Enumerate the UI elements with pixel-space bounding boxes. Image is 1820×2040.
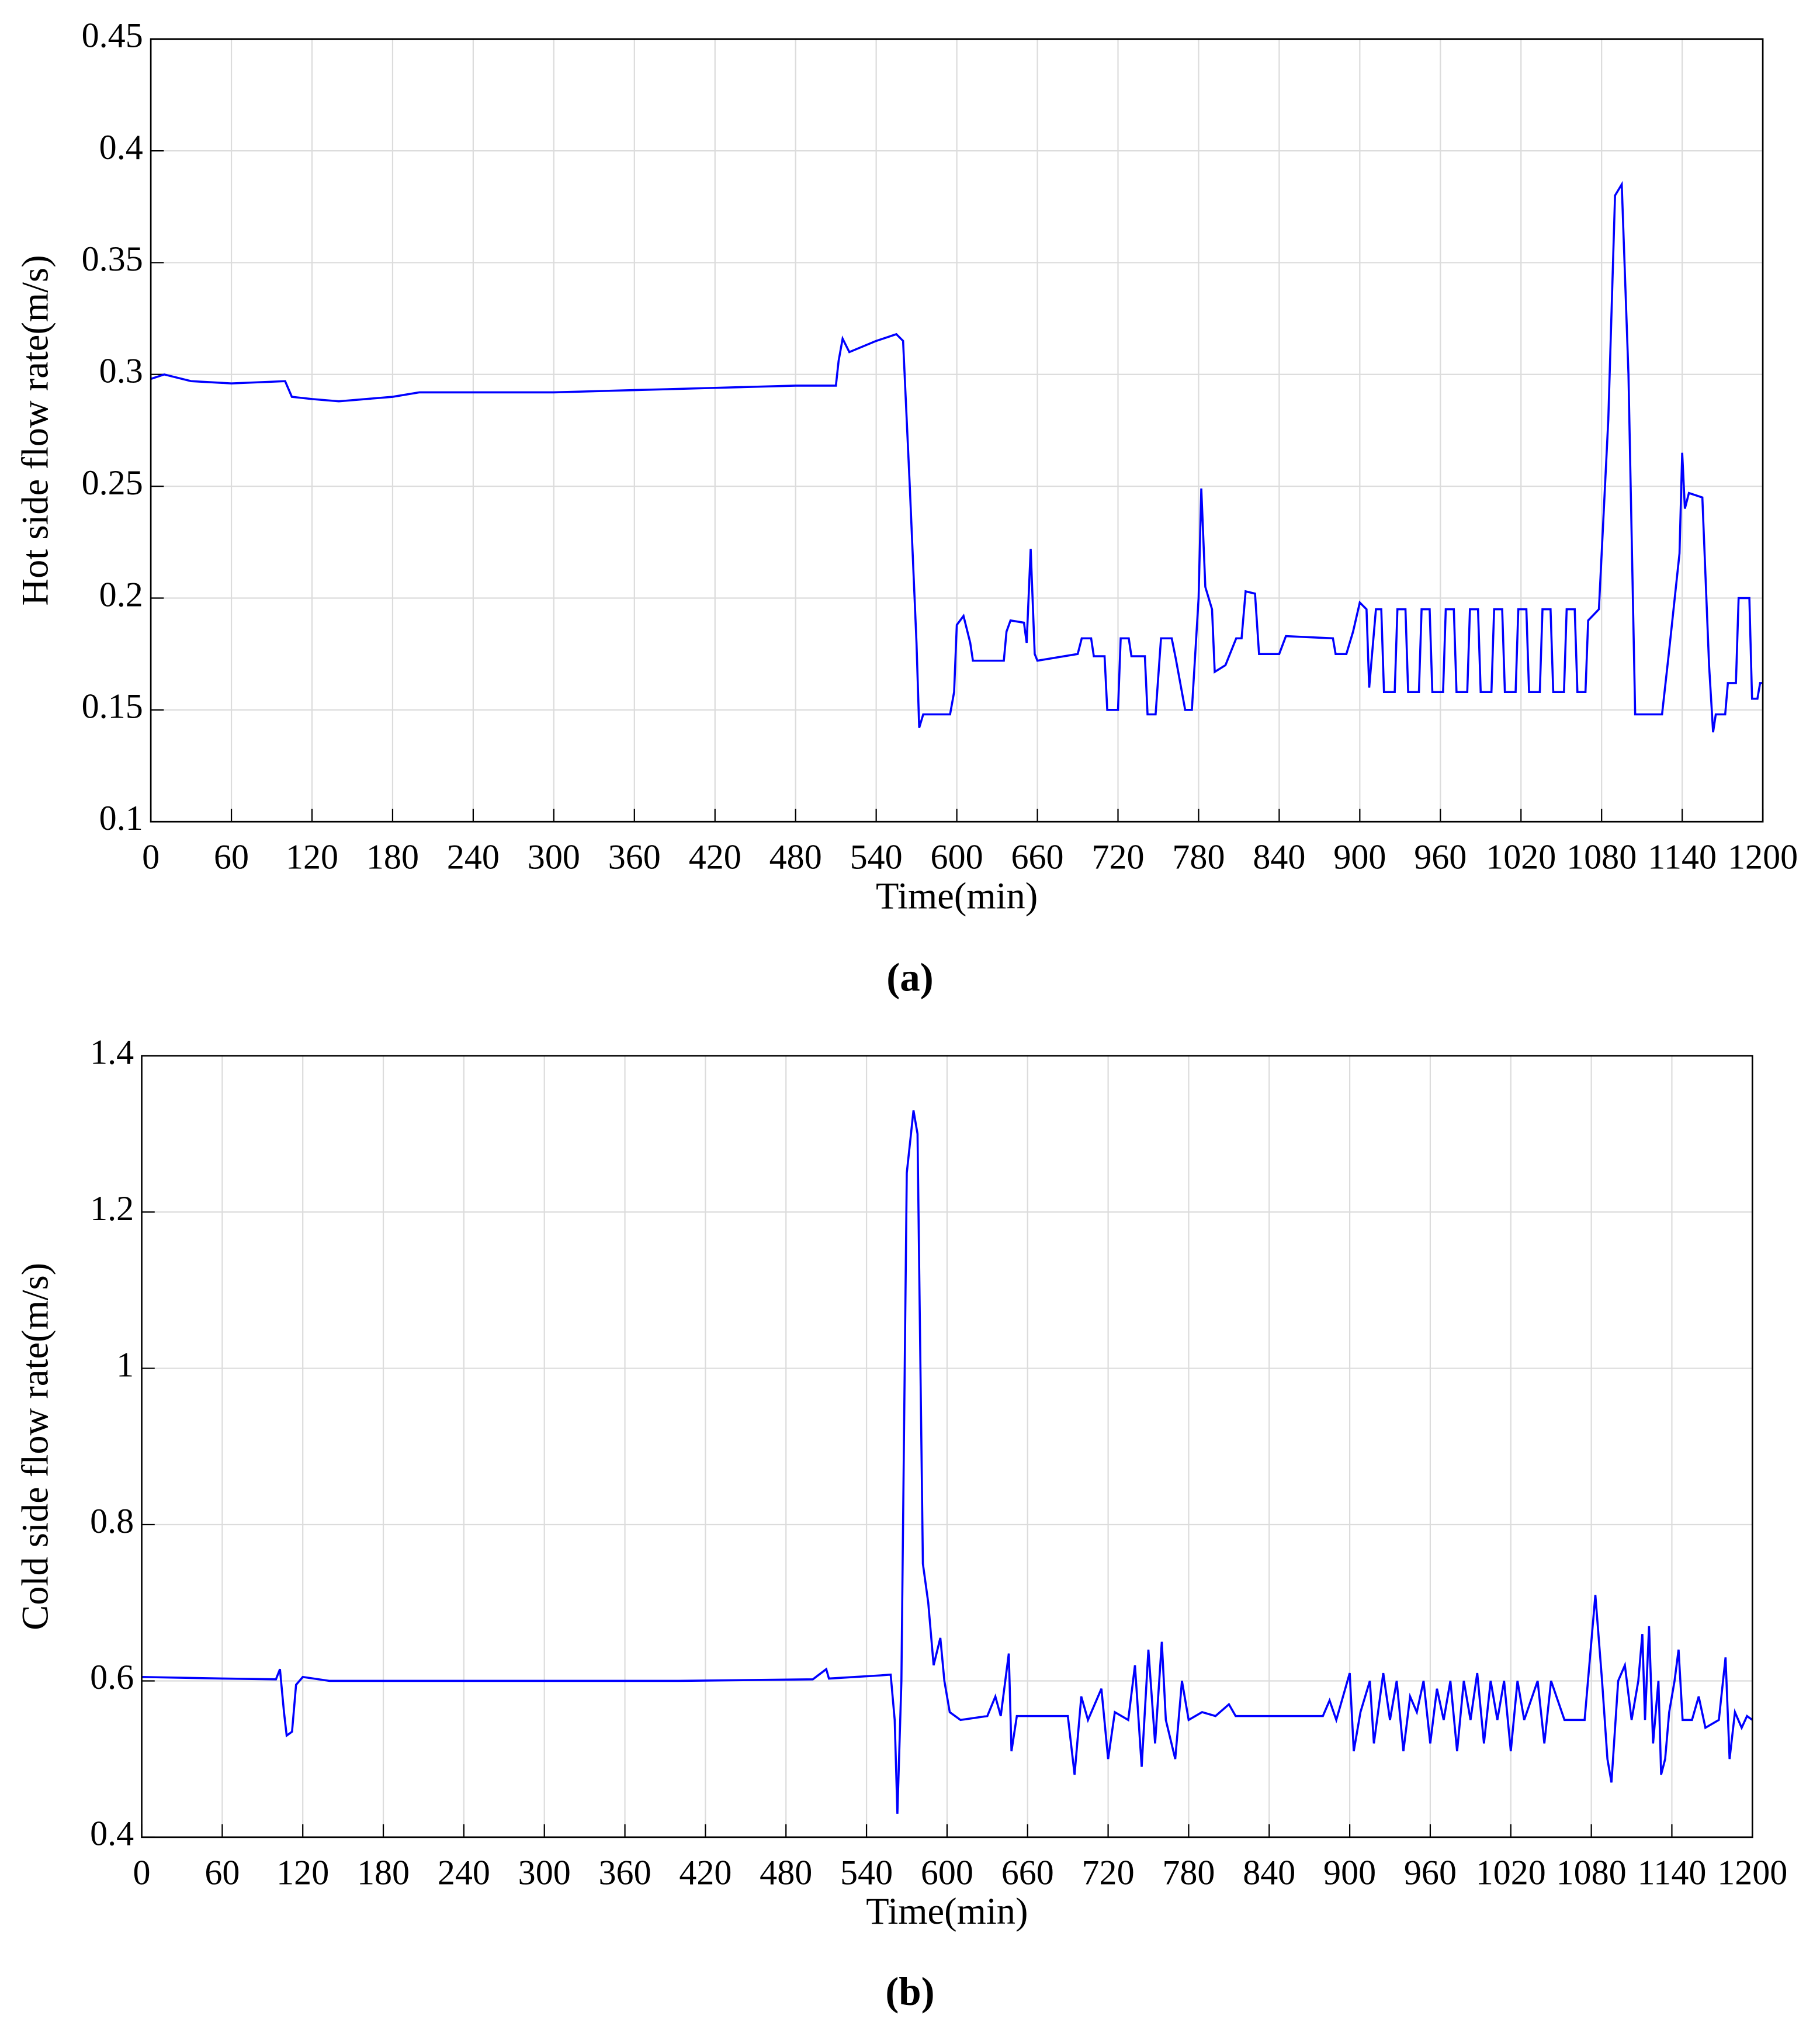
x-tick-label: 300 [528,837,580,877]
x-tick-label: 360 [599,1852,651,1892]
x-tick-label: 240 [447,837,500,877]
x-tick-label: 360 [608,837,661,877]
x-tick-label: 540 [840,1852,893,1892]
x-tick-label: 1200 [1728,837,1798,877]
y-tick-label: 0.15 [82,687,143,726]
y-tick-label: 0.25 [82,463,143,502]
y-tick-label: 1.4 [90,1032,134,1071]
y-tick-label: 0.45 [82,16,143,55]
x-tick-label: 300 [518,1852,571,1892]
x-axis-label: Time(min) [866,1890,1028,1932]
x-tick-label: 420 [689,837,741,877]
x-tick-label: 0 [133,1852,151,1892]
x-tick-label: 960 [1404,1852,1457,1892]
data-line [141,1110,1753,1814]
x-tick-label: 660 [1001,1852,1054,1892]
x-tick-label: 720 [1082,1852,1135,1892]
y-axis-label: Hot side flow rate(m/s) [15,255,56,605]
x-tick-label: 900 [1323,1852,1376,1892]
y-tick-label: 0.4 [90,1814,134,1853]
y-tick-label: 0.35 [82,239,143,278]
x-tick-label: 780 [1162,1852,1215,1892]
x-tick-label: 1080 [1556,1852,1627,1892]
x-tick-label: 480 [760,1852,812,1892]
x-tick-label: 540 [850,837,903,877]
x-tick-label: 720 [1091,837,1144,877]
x-tick-label: 480 [769,837,822,877]
x-tick-label: 1080 [1566,837,1637,877]
x-tick-label: 240 [438,1852,490,1892]
y-tick-label: 1 [116,1345,134,1384]
x-tick-label: 1200 [1717,1852,1787,1892]
y-tick-label: 0.4 [99,127,143,167]
y-tick-label: 1.2 [90,1189,134,1228]
y-tick-label: 0.3 [99,351,143,390]
x-tick-label: 180 [357,1852,410,1892]
data-line [150,181,1763,733]
x-tick-label: 600 [931,837,983,877]
x-tick-label: 840 [1253,837,1305,877]
caption: (b) [885,1969,934,2014]
caption: (a) [886,955,933,1000]
x-tick-label: 180 [366,837,419,877]
x-tick-label: 780 [1172,837,1225,877]
x-tick-label: 60 [214,837,249,877]
x-tick-label: 960 [1414,837,1467,877]
y-tick-label: 0.1 [99,798,143,837]
plot-frame [150,38,1764,823]
x-tick-label: 1020 [1486,837,1556,877]
y-tick-label: 0.8 [90,1501,134,1540]
x-tick-label: 660 [1011,837,1064,877]
y-tick-label: 0.6 [90,1657,134,1696]
x-tick-label: 0 [142,837,160,877]
x-tick-label: 420 [679,1852,732,1892]
x-tick-label: 600 [921,1852,973,1892]
plot-frame [141,1055,1753,1838]
x-tick-label: 1020 [1476,1852,1546,1892]
x-tick-label: 1140 [1648,837,1717,877]
x-tick-label: 120 [286,837,338,877]
x-tick-label: 1140 [1637,1852,1706,1892]
x-tick-label: 840 [1243,1852,1295,1892]
y-axis-label: Cold side flow rate(m/s) [15,1263,56,1630]
x-tick-label: 60 [204,1852,240,1892]
x-tick-label: 900 [1333,837,1386,877]
x-tick-label: 120 [276,1852,329,1892]
y-tick-label: 0.2 [99,574,143,614]
x-axis-label: Time(min) [876,875,1038,917]
